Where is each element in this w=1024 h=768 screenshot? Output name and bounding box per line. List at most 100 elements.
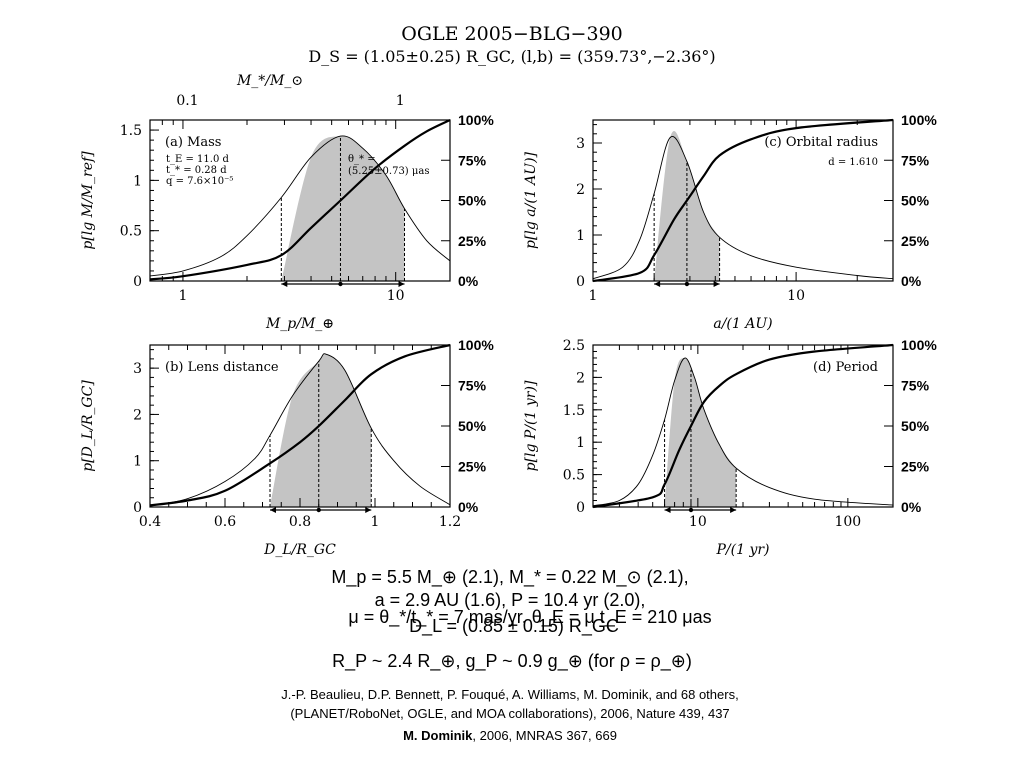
y-tick-label: 0 <box>133 274 142 290</box>
credit-line-3: M. Dominik, 2006, MNRAS 367, 669 <box>403 728 617 743</box>
x-tick-label: 1 <box>589 288 598 304</box>
interval-arrow-right <box>365 507 372 513</box>
right-tick-label: 25% <box>901 459 930 475</box>
y-axis-label: p[lg P/(1 yr)] <box>523 380 539 471</box>
y-tick-label: 2 <box>133 407 142 423</box>
mass-annotation-line: q = 7.6×10⁻⁵ <box>166 176 233 187</box>
median-marker <box>688 507 694 513</box>
mass-annotation-line: t_E = 11.0 d <box>166 154 229 165</box>
result-line-2: a = 2.9 AU (1.6), P = 10.4 yr (2.0), <box>375 590 646 610</box>
median-marker <box>338 281 343 287</box>
x-tick-label: 1 <box>371 514 380 530</box>
cumulative-curve <box>149 119 451 281</box>
y-tick-label: 0 <box>576 500 585 516</box>
right-tick-label: 25% <box>901 233 930 249</box>
x-tick-label: 100 <box>834 514 861 530</box>
x-tick-label: 0.4 <box>139 514 161 530</box>
x-tick-label: 10 <box>387 288 405 304</box>
x-tick-label: 10 <box>689 514 707 530</box>
angular-radius-annotation: (5.25±0.73) μas <box>348 166 429 177</box>
figure-title: OGLE 2005−BLG−390 <box>401 23 623 45</box>
y-tick-label: 0.5 <box>563 468 585 484</box>
y-tick-label: 3 <box>576 136 585 152</box>
median-marker <box>684 281 690 287</box>
y-axis-label: p[lg a/(1 AU)] <box>523 151 539 249</box>
density-curve <box>149 135 451 277</box>
y-axis-label: p[D_L/R_GC] <box>80 380 96 472</box>
right-tick-label: 50% <box>901 193 930 209</box>
result-line-1: M_p = 5.5 M_⊕ (2.1), M_* = 0.22 M_⊙ (2.1… <box>331 567 688 588</box>
x-tick-label: 1 <box>178 288 187 304</box>
y-tick-label: 3 <box>133 361 142 377</box>
density-curve <box>592 357 894 507</box>
cumulative-curve <box>592 343 894 509</box>
panel-label: (b) Lens distance <box>165 360 279 375</box>
x-tick-label: 10 <box>787 288 805 304</box>
panel-label: (c) Orbital radius <box>764 135 878 150</box>
top-axis-tick-label: 1 <box>396 93 405 109</box>
right-tick-label: 75% <box>458 378 487 394</box>
credit-reference: , 2006, MNRAS 367, 669 <box>472 728 617 743</box>
interval-arrow-right <box>730 507 737 513</box>
credible-region <box>281 135 405 281</box>
interval-arrow-right <box>398 281 405 287</box>
interval-arrow-left <box>664 507 671 513</box>
result-line-5: R_P ~ 2.4 R_⊕, g_P ~ 0.9 g_⊕ (for ρ = ρ_… <box>332 651 692 672</box>
credible-region <box>654 131 720 281</box>
angular-radius-annotation: θ_* = <box>348 154 376 165</box>
density-curve <box>149 353 451 507</box>
result-line-4: μ = θ_*/t_* = 7 mas/yr, θ_E = μ t_E = 21… <box>348 607 711 628</box>
interval-arrow-left <box>270 507 276 513</box>
right-tick-label: 50% <box>901 418 930 434</box>
right-tick-label: 50% <box>458 193 487 209</box>
y-tick-label: 1 <box>576 228 585 244</box>
credit-line-1: J.-P. Beaulieu, D.P. Bennett, P. Fouqué,… <box>281 687 738 702</box>
x-axis-label: M_p/M_⊕ <box>265 316 334 332</box>
right-tick-label: 75% <box>901 378 930 394</box>
right-tick-label: 25% <box>458 459 487 475</box>
panel-d: 10 100 0 0.5 1 1.5 2 2.5 0% 25% 50% 75% 100% (d) Peri… <box>523 337 937 558</box>
panel-label: (a) Mass <box>165 135 221 150</box>
x-tick-label: 0.8 <box>289 514 311 530</box>
credible-region <box>664 357 737 507</box>
right-tick-label: 0% <box>458 499 479 515</box>
cumulative-curve <box>149 343 451 507</box>
credit-line-2: (PLANET/RoboNet, OGLE, and MOA collabora… <box>290 706 729 721</box>
right-tick-label: 50% <box>458 418 487 434</box>
right-tick-label: 0% <box>901 499 922 515</box>
y-tick-label: 0 <box>133 500 142 516</box>
result-line-3: D_L = (0.85 ± 0.15) R_GC <box>409 616 619 637</box>
interval-arrow-left <box>654 281 661 287</box>
y-axis-label: p[lg M/M_ref] <box>80 151 96 250</box>
right-tick-label: 100% <box>458 112 494 128</box>
right-tick-label: 100% <box>458 337 494 353</box>
x-tick-label: 1.2 <box>439 514 461 530</box>
median-marker <box>316 507 321 513</box>
panel-a: 1 10 0 0.5 1 1.5 0% 25% 50% 75% 100% (a) Mass M_p/M_… <box>80 73 494 332</box>
right-tick-label: 75% <box>901 152 930 168</box>
separation-annotation: d = 1.610 <box>828 157 878 168</box>
interval-arrow-right <box>713 281 720 287</box>
right-tick-label: 0% <box>458 273 479 289</box>
right-tick-label: 100% <box>901 112 937 128</box>
y-tick-label: 1 <box>133 173 142 189</box>
right-tick-label: 0% <box>901 273 922 289</box>
panel-b: 0.4 0.6 0.8 1 1.2 0 1 2 3 0% 25% 50% 75% 100% (b) Lens… <box>80 337 494 558</box>
y-tick-label: 1.5 <box>120 123 142 139</box>
top-axis-tick-label: 0.1 <box>176 93 198 109</box>
y-tick-label: 2 <box>576 370 585 386</box>
y-tick-label: 1.5 <box>563 403 585 419</box>
y-tick-label: 1 <box>576 435 585 451</box>
interval-arrow-left <box>281 281 288 287</box>
top-axis-label: M_*/M_⊙ <box>236 73 303 89</box>
credible-region <box>270 353 372 507</box>
right-tick-label: 75% <box>458 152 487 168</box>
x-axis-label: P/(1 yr) <box>715 542 769 558</box>
panel-label: (d) Period <box>813 360 878 375</box>
y-tick-label: 2.5 <box>563 338 585 354</box>
y-tick-label: 1 <box>133 454 142 470</box>
mass-annotation-line: t_* = 0.28 d <box>166 165 227 176</box>
figure-subtitle: D_S = (1.05±0.25) R_GC, (l,b) = (359.73°… <box>308 47 715 66</box>
